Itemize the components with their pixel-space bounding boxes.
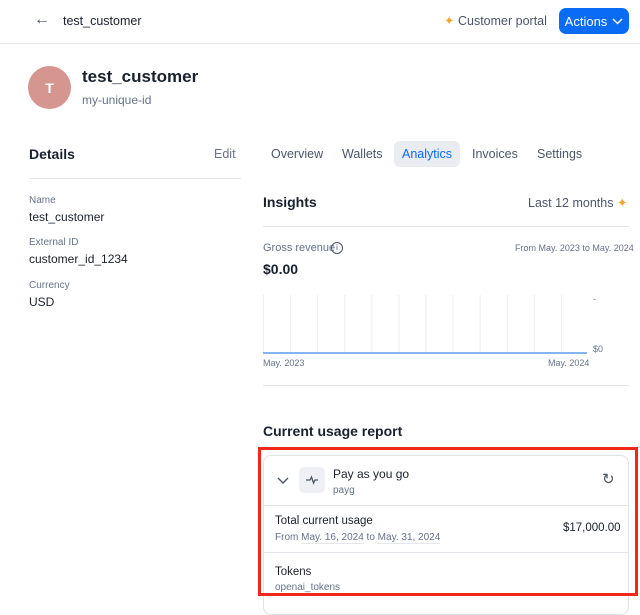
edit-details-button[interactable]: Edit (214, 147, 236, 161)
chevron-down-icon[interactable] (277, 477, 289, 485)
total-usage-amount: $17,000.00 (563, 522, 621, 534)
y-tick-top: - (593, 294, 596, 304)
revenue-chart (263, 295, 587, 354)
highlight-box (258, 447, 638, 596)
from-date: May. 16, 2024 (301, 532, 364, 544)
x-tick-start: May. 2023 (263, 358, 305, 368)
tab-settings[interactable]: Settings (537, 147, 583, 161)
pulse-icon (299, 467, 325, 493)
usage-period: From May. 16, 2024 to May. 31, 2024 (275, 532, 441, 544)
y-tick-zero: $0 (593, 344, 604, 354)
from-word: From (275, 532, 299, 543)
details-title: Details (29, 146, 75, 162)
metric-code: openai_tokens (275, 582, 341, 593)
customer-name: test_customer (82, 67, 199, 86)
divider (263, 385, 629, 386)
tab-analytics[interactable]: Analytics (394, 141, 461, 167)
usage-title: Current usage report (263, 423, 403, 439)
customer-id: my-unique-id (82, 93, 152, 107)
field-value-name: test_customer (29, 210, 105, 224)
gross-revenue-label: Gross revenue (263, 242, 336, 254)
x-tick-end: May. 2024 (548, 358, 590, 368)
top-bar: ← test_customer ✦ Customer portal Action… (0, 0, 640, 44)
field-value-currency: USD (29, 295, 55, 309)
divider (263, 226, 629, 227)
header-title: test_customer (63, 14, 142, 28)
info-icon[interactable]: i (331, 242, 343, 254)
insights-title: Insights (263, 194, 317, 210)
range-text: From May. 2023 to May. 2024 (515, 243, 634, 253)
to-date: May. 31, 2024 (377, 532, 441, 544)
customer-portal-button[interactable]: ✦ Customer portal (444, 13, 547, 28)
avatar: T (28, 66, 71, 109)
to-word: to (366, 532, 375, 543)
actions-label: Actions (564, 13, 608, 29)
field-label-external-id: External ID (29, 237, 79, 248)
divider (29, 178, 241, 179)
back-arrow-icon[interactable]: ← (34, 11, 50, 28)
refresh-icon[interactable]: ↻ (602, 471, 615, 488)
field-value-external-id: customer_id_1234 (29, 252, 128, 266)
divider (264, 552, 628, 553)
divider (264, 505, 628, 506)
field-label-currency: Currency (29, 280, 70, 291)
chevron-down-icon (612, 17, 623, 25)
actions-button[interactable]: Actions (559, 8, 629, 34)
total-usage-label: Total current usage (275, 515, 373, 527)
plan-code: payg (333, 485, 355, 496)
sparkle-icon: ✦ (616, 196, 628, 210)
field-label-name: Name (29, 195, 56, 206)
period-label: Last 12 months (528, 196, 614, 210)
tab-overview[interactable]: Overview (271, 147, 324, 161)
tab-invoices[interactable]: Invoices (472, 147, 518, 161)
sparkle-icon: ✦ (444, 14, 455, 28)
gross-revenue-total: $0.00 (263, 261, 299, 277)
customer-portal-label: Customer portal (457, 14, 547, 28)
plan-name: Pay as you go (333, 467, 410, 481)
metric-name: Tokens (275, 566, 312, 578)
tab-wallets[interactable]: Wallets (342, 147, 383, 161)
period-selector[interactable]: Last 12 months ✦ (528, 195, 627, 210)
